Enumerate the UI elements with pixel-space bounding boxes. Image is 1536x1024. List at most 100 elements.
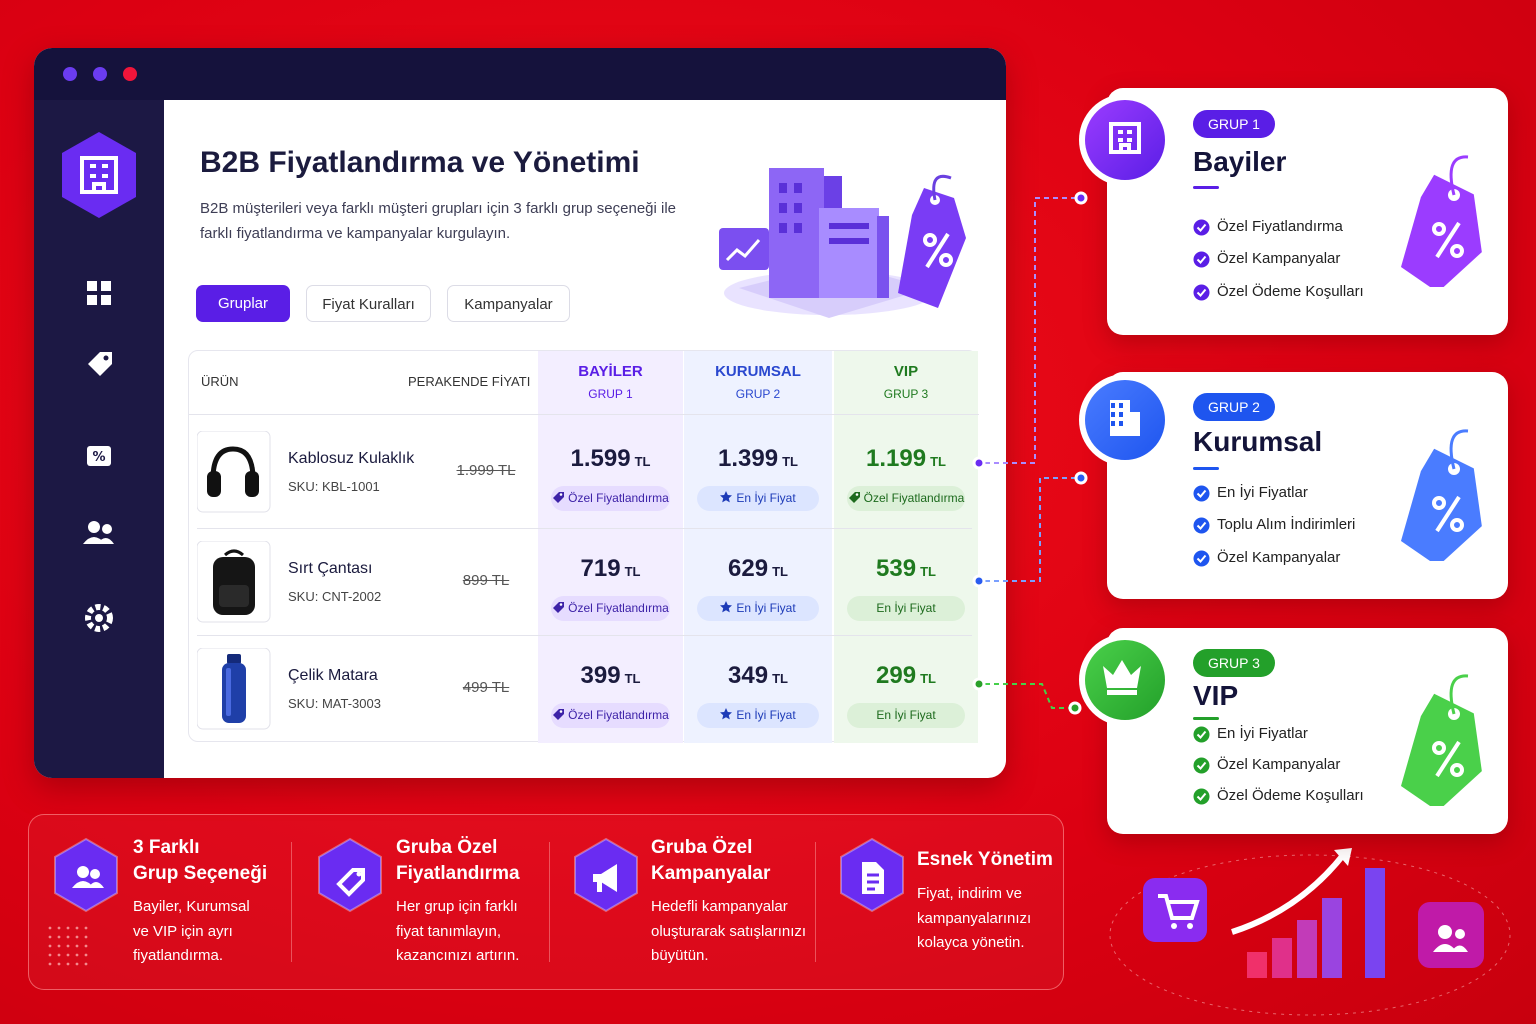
feature-icon: [51, 837, 121, 918]
group-item: Özel Kampanyalar: [1217, 549, 1341, 566]
group-item: En İyi Fiyatlar: [1217, 725, 1308, 742]
tag-illustration: [1397, 656, 1507, 812]
product-sku: SKU: CNT-2002: [288, 588, 382, 604]
badge-icon: [552, 597, 565, 622]
check-icon: [1193, 284, 1210, 306]
growth-illustration: [1109, 848, 1511, 1016]
feature-text: ve VIP için ayrı: [133, 922, 233, 940]
tab[interactable]: Fiyat Kuralları: [306, 285, 431, 322]
product-name: Sırt Çantası: [288, 559, 373, 577]
feature-icon-svg: [840, 837, 904, 913]
group-header-sub: GRUP 2: [735, 387, 781, 401]
sidebar-icons[interactable]: %: [34, 100, 164, 778]
badge-icon: [552, 704, 565, 729]
group-badge: GRUP 2: [1193, 393, 1275, 421]
group-title: VIP: [1193, 680, 1239, 711]
feature-text: kazancınızı artırın.: [396, 947, 520, 964]
svg-text:%: %: [92, 450, 105, 465]
product-image-svg: [196, 430, 271, 512]
group-icon-svg: [1079, 94, 1171, 186]
price-unit: TL: [634, 453, 651, 469]
tag-illustration: [1397, 137, 1507, 292]
tag-illustration-svg: [1400, 154, 1482, 292]
feature-text: Her grup için farklı: [396, 898, 518, 915]
group-header-sub: GRUP 1: [588, 387, 633, 401]
group-card: GRUP 1 Bayiler Özel Fiyatlandırma Özel Kamp…: [1107, 88, 1508, 335]
price-badge: En İyi Fiyat: [697, 595, 819, 621]
group-item: Özel Fiyatlandırma: [1217, 218, 1343, 235]
feature-title: Esnek Yönetim: [917, 849, 1053, 870]
badge-text: Özel Fiyatlandırma: [568, 708, 669, 722]
header-product: ÜRÜN: [201, 374, 239, 389]
price-badge: Özel Fiyatlandırma: [551, 703, 670, 728]
title-underline: [1193, 186, 1219, 189]
price-value: 1.599: [570, 444, 631, 472]
product-image: [196, 430, 271, 518]
group-badge: GRUP 1: [1193, 110, 1275, 138]
check-icon: [1193, 757, 1210, 779]
page-description: B2B müşterileri veya farklı müşteri grup…: [200, 200, 677, 217]
check-icon-svg: [1193, 219, 1210, 236]
group-badge: GRUP 3: [1193, 649, 1275, 677]
column-vip: [834, 351, 978, 743]
price-value: 1.199: [866, 444, 927, 472]
group-item: En İyi Fiyatlar: [1217, 484, 1308, 501]
tag-illustration-svg: [1400, 428, 1482, 566]
badge-text: En İyi Fiyat: [876, 600, 936, 615]
feature-icon-svg: [54, 837, 118, 913]
badge-icon: [720, 487, 733, 512]
price: 299 TL: [834, 662, 978, 690]
price-badge: Özel Fiyatlandırma: [551, 595, 670, 622]
price-value: 629: [728, 554, 769, 582]
check-icon-svg: [1193, 485, 1210, 502]
group-header-name: KURUMSAL: [715, 363, 801, 380]
check-icon-svg: [1193, 757, 1210, 774]
page-title: B2B Fiyatlandırma ve Yönetimi: [200, 146, 640, 179]
page-description: farklı fiyatlandırma ve kampanyalar kurg…: [200, 225, 511, 242]
product-image: [196, 540, 271, 628]
price-unit: TL: [920, 563, 936, 579]
group-icon-svg: [1079, 634, 1171, 726]
column-bayiler: [538, 351, 683, 743]
retail-price: 899 TL: [462, 571, 510, 589]
group-header-sub: GRUP 3: [883, 387, 929, 401]
group-item: Özel Kampanyalar: [1217, 250, 1341, 267]
badge-text: Özel Fiyatlandırma: [568, 490, 669, 505]
price-value: 349: [728, 662, 769, 689]
group-card: GRUP 2 Kurumsal En İyi Fiyatlar Toplu Alım …: [1107, 372, 1508, 599]
price-unit: TL: [772, 563, 788, 579]
feature-title: Fiyatlandırma: [396, 863, 520, 884]
group-icon-svg: [1079, 374, 1171, 466]
dot-grid: [46, 924, 92, 975]
tab[interactable]: Kampanyalar: [447, 285, 570, 322]
tag-illustration: [1397, 411, 1507, 566]
feature-title: 3 Farklı: [133, 837, 200, 858]
check-icon-svg: [1193, 550, 1210, 567]
product-image-svg: [196, 647, 271, 730]
badge-text: En İyi Fiyat: [876, 708, 936, 722]
feature-text: Hedefli kampanyalar: [651, 898, 788, 915]
feature-divider: [291, 842, 292, 962]
feature-icon: [837, 837, 907, 918]
price-value: 719: [580, 554, 621, 582]
check-icon: [1193, 550, 1210, 572]
badge-text: Özel Fiyatlandırma: [863, 490, 965, 505]
feature-icon-svg: [318, 837, 382, 913]
price-value: 299: [876, 662, 917, 689]
price-badge: Özel Fiyatlandırma: [551, 485, 670, 511]
sidebar: %: [34, 100, 164, 778]
tab[interactable]: Gruplar: [196, 285, 290, 322]
price-badge: En İyi Fiyat: [847, 703, 965, 728]
column-kurumsal: [684, 351, 832, 743]
product-name: Kablosuz Kulaklık: [288, 449, 415, 467]
group-icon: [1077, 632, 1173, 733]
group-item: Özel Ödeme Koşulları: [1217, 787, 1364, 804]
feature-text: kampanyalarınızı: [917, 909, 1032, 927]
table: ÜRÜN PERAKENDE FİYATI BAYİLER GRUP 1 KURUMSA…: [188, 350, 979, 743]
title-underline: [1193, 717, 1219, 720]
feature-text: Bayiler, Kurumsal: [133, 898, 250, 915]
group-title: Bayiler: [1193, 146, 1287, 177]
check-icon: [1193, 726, 1210, 748]
